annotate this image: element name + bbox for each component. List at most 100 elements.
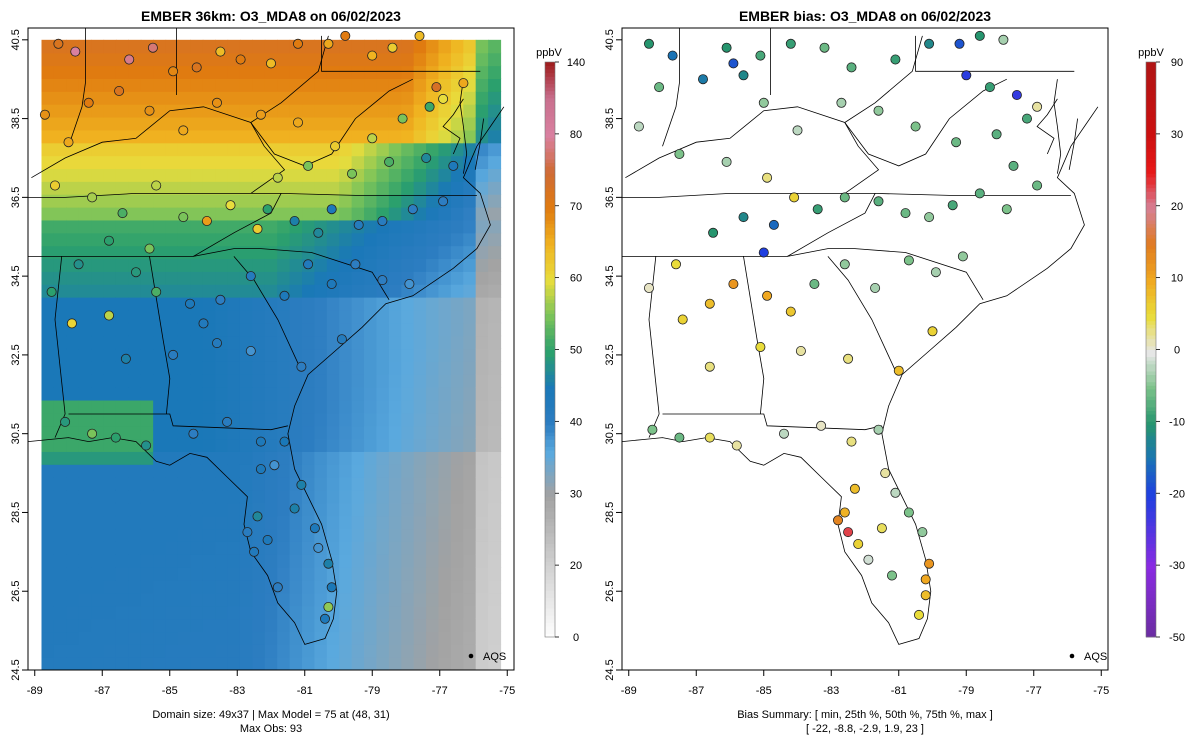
colorbar-segment <box>1146 90 1156 95</box>
heatmap-cell <box>488 515 502 530</box>
heatmap-cell <box>165 232 179 247</box>
station-marker <box>117 208 128 219</box>
colorbar-segment <box>545 245 555 250</box>
heatmap-cell <box>351 361 365 375</box>
heatmap-cell <box>252 528 266 542</box>
heatmap-cell <box>190 515 204 530</box>
boundary-line <box>844 35 1007 167</box>
heatmap-cell <box>488 644 502 658</box>
colorbar-segment <box>1146 155 1156 160</box>
heatmap-cell <box>450 631 464 645</box>
heatmap-cell <box>66 425 80 440</box>
station-marker <box>104 235 115 246</box>
heatmap-cell <box>351 194 365 208</box>
heatmap-cell <box>91 52 105 67</box>
heatmap-cell <box>190 502 204 517</box>
heatmap-cell <box>252 52 266 67</box>
heatmap-cell <box>463 129 477 144</box>
heatmap-cell <box>401 579 415 594</box>
heatmap-cell <box>314 207 328 221</box>
heatmap-cell <box>302 142 316 157</box>
colorbar-tick-label: 0 <box>1174 345 1180 357</box>
heatmap-cell <box>413 502 427 517</box>
heatmap-cell <box>488 52 502 67</box>
left-x-axis: -89 -87 -85 -83 -81 -79 -77 -75 <box>27 670 515 697</box>
colorbar-segment <box>545 191 555 196</box>
station-marker <box>954 38 965 49</box>
colorbar-segment <box>545 87 555 92</box>
heatmap-cell <box>351 142 365 157</box>
heatmap-cell <box>165 142 179 157</box>
heatmap-cell <box>165 567 179 581</box>
heatmap-cell <box>388 644 402 658</box>
station-marker <box>323 558 334 569</box>
colorbar-segment <box>545 205 555 210</box>
heatmap-cell <box>413 65 427 79</box>
colorbar-segment <box>1146 194 1156 199</box>
heatmap-cell <box>165 451 179 465</box>
heatmap-cell <box>202 232 216 247</box>
heatmap-cell <box>41 245 55 260</box>
heatmap-cell <box>438 412 452 427</box>
station-marker <box>397 113 408 124</box>
heatmap-cell <box>302 425 316 440</box>
station-marker <box>184 298 195 309</box>
y-tick-label: 30.5 <box>10 423 22 444</box>
heatmap-cell <box>314 155 328 170</box>
heatmap-cell <box>277 464 291 478</box>
colorbar-segment <box>545 601 555 606</box>
heatmap-cell <box>78 644 92 658</box>
colorbar-segment <box>1146 234 1156 239</box>
heatmap-cell <box>339 567 353 581</box>
heatmap-cell <box>289 515 303 530</box>
heatmap-cell <box>190 219 204 234</box>
heatmap-cell <box>376 284 390 298</box>
heatmap-cell <box>165 297 179 311</box>
heatmap-cell <box>475 412 489 427</box>
heatmap-cell <box>177 245 191 260</box>
colorbar-segment <box>1146 76 1156 81</box>
heatmap-cell <box>351 567 365 581</box>
heatmap-cell <box>239 451 253 465</box>
heatmap-cell <box>115 451 129 465</box>
colorbar-segment <box>545 536 555 541</box>
heatmap-cell <box>302 592 316 607</box>
heatmap-cell <box>314 322 328 337</box>
colorbar-segment <box>1146 324 1156 329</box>
station-marker <box>191 62 202 73</box>
heatmap-cell <box>115 155 129 170</box>
heatmap-cell <box>215 657 229 670</box>
heatmap-cell <box>190 579 204 594</box>
heatmap-cell <box>326 361 340 375</box>
heatmap-cell <box>413 116 427 131</box>
heatmap-cell <box>351 116 365 131</box>
heatmap-cell <box>339 477 353 491</box>
heatmap-cell <box>78 168 92 182</box>
colorbar-segment <box>1146 338 1156 343</box>
heatmap-cell <box>165 245 179 260</box>
heatmap-cell <box>264 348 278 362</box>
heatmap-cell <box>153 271 167 285</box>
colorbar-segment <box>545 353 555 358</box>
heatmap-cell <box>140 515 154 530</box>
heatmap-cell <box>66 245 80 260</box>
heatmap-cell <box>413 129 427 144</box>
heatmap-cell <box>215 438 229 452</box>
heatmap-cell <box>202 335 216 350</box>
heatmap-cell <box>475 39 489 54</box>
heatmap-cell <box>463 412 477 427</box>
station-marker <box>242 527 253 538</box>
station-marker <box>870 282 881 293</box>
heatmap-cell <box>177 515 191 530</box>
heatmap-cell <box>227 618 241 633</box>
colorbar-segment <box>1146 597 1156 602</box>
heatmap-cell <box>78 361 92 375</box>
heatmap-cell <box>364 554 378 568</box>
heatmap-cell <box>475 155 489 170</box>
heatmap-cell <box>376 168 390 182</box>
heatmap-cell <box>351 155 365 170</box>
heatmap-cell <box>364 399 378 414</box>
heatmap-cell <box>289 271 303 285</box>
colorbar-segment <box>1146 385 1156 390</box>
heatmap-cell <box>314 592 328 607</box>
